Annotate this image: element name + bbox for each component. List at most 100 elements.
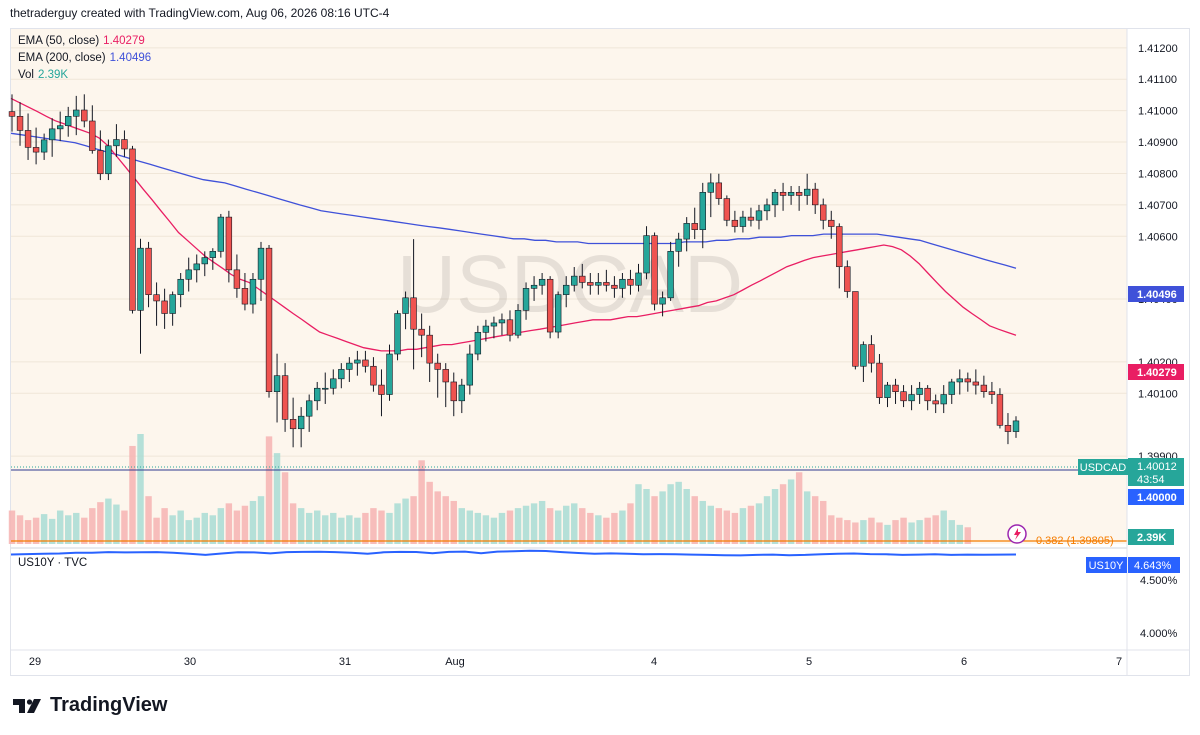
- volume-bar: [177, 510, 184, 544]
- volume-bar: [884, 524, 891, 544]
- candle: [908, 385, 915, 411]
- volume-bar: [755, 503, 763, 544]
- candle: [161, 288, 168, 329]
- candle: [659, 291, 666, 317]
- us10y-line: [10, 549, 1017, 557]
- candle: [924, 385, 931, 411]
- volume-bar: [378, 510, 385, 544]
- candle: [852, 291, 859, 370]
- volume-bar: [932, 515, 939, 544]
- candle: [844, 260, 851, 298]
- candle: [281, 363, 289, 432]
- price-tick-label: 1.40900: [1138, 137, 1178, 149]
- time-tick-label: 4: [651, 656, 657, 668]
- svg-text:1.40000: 1.40000: [1137, 492, 1177, 504]
- volume-tag: 2.39K: [1128, 529, 1174, 545]
- candle: [506, 310, 514, 342]
- bar-countdown: 43:54: [1137, 474, 1165, 486]
- candle: [314, 381, 321, 411]
- candle: [530, 276, 538, 301]
- volume-bar: [940, 510, 947, 544]
- volume-bar: [418, 460, 425, 544]
- volume-bar: [314, 510, 321, 544]
- candle: [442, 363, 449, 408]
- volume-bar: [137, 434, 144, 544]
- volume-bar: [73, 512, 80, 544]
- volume-bar: [330, 512, 337, 544]
- volume-bar: [562, 505, 570, 544]
- candle: [330, 369, 337, 395]
- volume-bar: [900, 517, 907, 544]
- volume-bar: [362, 512, 369, 544]
- candle: [322, 372, 329, 404]
- volume-bar: [739, 508, 747, 544]
- candle: [169, 291, 176, 326]
- volume-bar: [48, 518, 56, 544]
- volume-bar: [916, 520, 923, 544]
- candle: [675, 232, 682, 267]
- volume-bar: [386, 512, 393, 544]
- volume-bar: [458, 508, 466, 544]
- volume-bar: [466, 510, 474, 544]
- candle: [651, 232, 658, 311]
- volume-bar: [964, 527, 972, 544]
- alert-icon[interactable]: [1007, 524, 1027, 544]
- candle: [587, 272, 594, 295]
- candle: [97, 130, 104, 181]
- svg-text:4.643%: 4.643%: [1134, 560, 1172, 572]
- volume-bar: [201, 512, 208, 544]
- candle: [410, 239, 417, 370]
- volume-bar: [811, 496, 819, 544]
- candle: [89, 105, 96, 154]
- volume-bar: [635, 484, 642, 544]
- volume-bar: [828, 515, 835, 544]
- chart-attribution: thetraderguy created with TradingView.co…: [10, 6, 390, 20]
- volume-bar: [506, 510, 514, 544]
- volume-bar: [354, 517, 361, 544]
- candle: [546, 276, 554, 339]
- candle: [667, 241, 674, 301]
- legend-ema50[interactable]: EMA (50, close) 1.40279: [18, 35, 145, 47]
- price-tick-label: 1.40600: [1138, 231, 1178, 243]
- candle: [129, 145, 136, 314]
- volume-bar: [338, 517, 345, 544]
- us10y-tag: US10Y 4.643%: [1086, 557, 1180, 573]
- volume-bar: [474, 512, 482, 544]
- price-tick-label: 1.41100: [1138, 74, 1177, 86]
- volume-bar: [81, 517, 88, 544]
- candle: [554, 291, 562, 339]
- candle: [619, 272, 626, 298]
- candle: [265, 245, 273, 398]
- candle: [603, 269, 610, 292]
- legend-us10y[interactable]: US10Y · TVC: [18, 557, 87, 569]
- ema50-line: [10, 97, 1017, 352]
- candle: [24, 113, 32, 160]
- price-tick-label: 1.40100: [1138, 388, 1178, 400]
- tradingview-logo[interactable]: TradingView: [12, 694, 167, 717]
- candle: [48, 118, 56, 157]
- candle: [884, 381, 891, 408]
- legend-ema200[interactable]: EMA (200, close) 1.40496: [18, 52, 151, 64]
- candle: [153, 282, 160, 326]
- legend-ema50-label: EMA (50, close): [18, 35, 100, 47]
- volume-bar: [402, 498, 409, 544]
- legend-volume[interactable]: Vol 2.39K: [18, 69, 68, 81]
- candle: [980, 375, 988, 398]
- time-axis: 29 30 31 Aug 4 5 6 7: [29, 656, 1122, 668]
- candle: [241, 272, 249, 311]
- ema50-path: [10, 97, 1017, 352]
- candle: [225, 210, 233, 283]
- volume-bar: [442, 496, 449, 544]
- volume-bar: [595, 515, 602, 544]
- candle: [8, 94, 16, 132]
- legend-ema200-label: EMA (200, close): [18, 52, 106, 64]
- volume-bar: [89, 508, 96, 544]
- legend-us10y-label: US10Y · TVC: [18, 557, 88, 569]
- candle: [362, 350, 369, 373]
- volume-bar: [209, 515, 217, 544]
- candle: [892, 378, 899, 404]
- time-tick-label: 29: [29, 656, 41, 668]
- candle: [354, 350, 361, 376]
- volume-bar: [394, 503, 401, 544]
